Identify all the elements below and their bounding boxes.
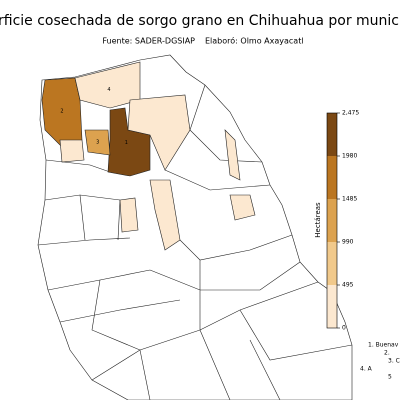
- colorbar-tick-label: 495: [342, 282, 354, 289]
- municipality: [229, 194, 256, 221]
- colorbar-bin: [327, 156, 337, 199]
- colorbar-tick-label: 1980: [342, 153, 357, 160]
- municipality: [119, 197, 139, 233]
- municipality: [74, 61, 141, 109]
- municipal-borders: [37, 84, 353, 400]
- colorbar-bin: [327, 113, 337, 156]
- municipality-label: 3: [96, 139, 99, 145]
- note-line: 4. A: [360, 366, 373, 373]
- colorbar: 0 495 990 1485 1980 2,475: [326, 110, 359, 332]
- colorbar-bin: [327, 285, 337, 328]
- author-text: Elaboró: Olmo Axayacatl: [205, 36, 304, 46]
- colorbar-bin: [327, 199, 337, 242]
- municipality-label: 1: [125, 140, 128, 146]
- state-outline: [37, 54, 353, 400]
- source-text: Fuente: SADER-DGSIAP: [102, 37, 195, 46]
- note-line: 3. C: [388, 358, 400, 365]
- colorbar-bin: [327, 242, 337, 285]
- municipality: [149, 179, 181, 251]
- colorbar-frame: [326, 112, 338, 329]
- municipality: [127, 94, 191, 171]
- note-line: 5: [388, 374, 392, 381]
- regions: 1 2 3 4: [41, 61, 256, 251]
- note-line: 2.: [384, 350, 390, 357]
- colorbar-tick-label: 1485: [342, 196, 357, 203]
- municipality: [84, 129, 111, 156]
- map-title: rficie cosechada de sorgo grano en Chihu…: [0, 13, 400, 29]
- municipality: [59, 139, 85, 163]
- colorbar-label: Hectáreas: [314, 202, 322, 238]
- municipality-label: 4: [107, 87, 110, 93]
- colorbar-tick-label: 990: [342, 239, 354, 246]
- municipality-label: 2: [60, 109, 63, 115]
- map: [37, 54, 353, 400]
- colorbar-tick-label: 2,475: [342, 110, 359, 117]
- municipality: [224, 129, 241, 181]
- colorbar-tick-label: 0: [342, 325, 346, 332]
- note-line: 1. Buenav: [368, 342, 399, 349]
